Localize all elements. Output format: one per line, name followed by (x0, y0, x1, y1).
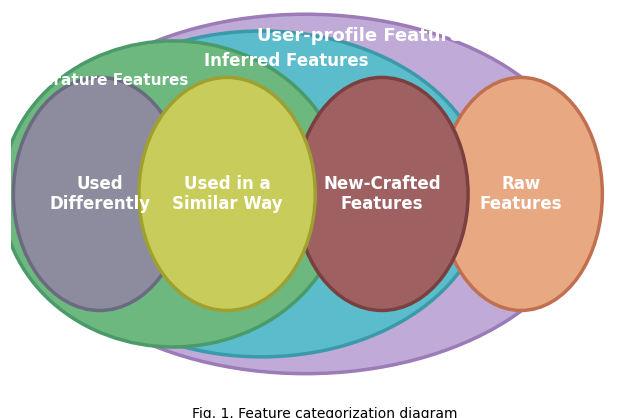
Text: User-profile Features: User-profile Features (257, 27, 472, 45)
Text: Literature Features: Literature Features (21, 73, 188, 88)
Text: Fig. 1. Feature categorization diagram: Fig. 1. Feature categorization diagram (192, 407, 458, 418)
Ellipse shape (2, 41, 344, 347)
Ellipse shape (139, 77, 316, 311)
Ellipse shape (440, 77, 602, 311)
Text: Used
Differently: Used Differently (49, 175, 150, 213)
Text: New-Crafted
Features: New-Crafted Features (323, 175, 441, 213)
Text: Raw
Features: Raw Features (480, 175, 563, 213)
Text: Inferred Features: Inferred Features (204, 52, 368, 70)
Ellipse shape (296, 77, 468, 311)
Ellipse shape (13, 77, 186, 311)
Ellipse shape (36, 31, 487, 357)
Ellipse shape (21, 14, 589, 374)
Text: Used in a
Similar Way: Used in a Similar Way (172, 175, 282, 213)
